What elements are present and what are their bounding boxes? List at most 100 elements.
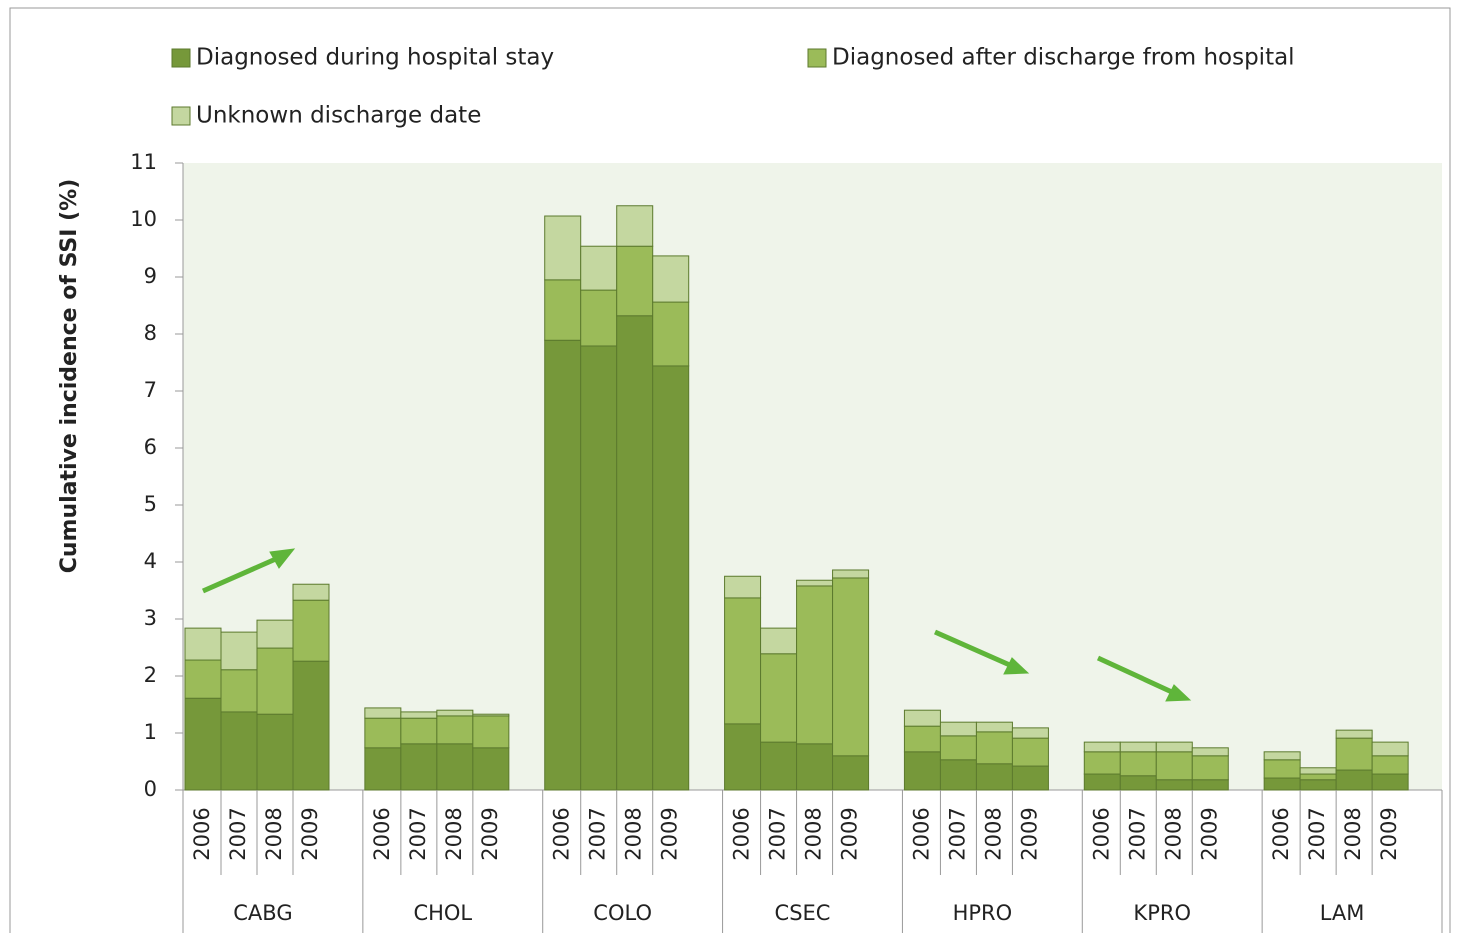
bar-segment — [1299, 767, 1337, 775]
bar-segment — [1299, 779, 1337, 791]
y-tick-label: 4 — [144, 549, 157, 573]
bar-segment — [220, 669, 258, 713]
legend-label: Diagnosed during hospital stay — [196, 45, 554, 71]
group-label: CSEC — [775, 901, 831, 925]
bar-segment — [724, 575, 762, 599]
bar-segment — [292, 660, 330, 791]
group-label: KPRO — [1133, 901, 1191, 925]
bar-segment — [1263, 759, 1301, 779]
x-tick-label: 2009 — [1377, 807, 1401, 860]
x-tick-label: 2007 — [226, 807, 250, 860]
y-tick-label: 8 — [144, 321, 157, 345]
bar-segment — [580, 245, 618, 291]
group-label: LAM — [1320, 901, 1365, 925]
y-tick-label: 0 — [144, 777, 157, 801]
bar-segment — [544, 339, 582, 791]
x-tick-label: 2009 — [478, 807, 502, 860]
trend-arrows — [201, 548, 1192, 702]
arrow-up — [201, 555, 280, 594]
bar-segment — [1371, 755, 1409, 775]
bar-segment — [1083, 751, 1121, 775]
bar-segment — [1335, 737, 1373, 771]
bar-segment — [760, 627, 798, 655]
bar-segment — [184, 627, 222, 661]
bar-segment — [544, 279, 582, 341]
bar-segment — [1335, 769, 1373, 791]
group-label: CHOL — [413, 901, 472, 925]
x-tick-label: 2007 — [1125, 807, 1149, 860]
bar-segment — [436, 743, 474, 791]
legend-swatch — [171, 48, 191, 68]
x-tick-label: 2009 — [1017, 807, 1041, 860]
bar-segment — [1191, 747, 1229, 757]
bar-segment — [1191, 755, 1229, 781]
bar-segment — [256, 713, 294, 791]
bar-segment — [975, 763, 1013, 791]
bar-segment — [1119, 751, 1157, 777]
arrow-head — [1165, 684, 1192, 702]
x-tick-label: 2008 — [1161, 807, 1185, 860]
bar-segment — [724, 597, 762, 725]
bar-segment — [832, 755, 870, 791]
bar-segment — [760, 653, 798, 743]
x-tick-label: 2009 — [1197, 807, 1221, 860]
x-tick-label: 2007 — [586, 807, 610, 860]
x-tick-label: 2008 — [442, 807, 466, 860]
arrow-head — [1003, 657, 1030, 675]
bar-segment — [975, 721, 1013, 733]
bar-segment — [544, 215, 582, 281]
bar-segment — [760, 741, 798, 791]
x-tick-label: 2006 — [1089, 807, 1113, 860]
legend-swatch — [171, 106, 191, 126]
y-tick-label: 1 — [144, 720, 157, 744]
bar-segment — [364, 707, 402, 719]
bar-segment — [292, 583, 330, 601]
y-tick-label: 7 — [144, 378, 157, 402]
bar-segment — [580, 289, 618, 347]
bar-segment — [796, 585, 834, 745]
bar-segment — [724, 723, 762, 791]
x-tick-label: 2008 — [262, 807, 286, 860]
bar-segment — [1011, 737, 1049, 767]
x-tick-label: 2007 — [406, 807, 430, 860]
bar-segment — [256, 647, 294, 715]
bar-segment — [939, 735, 977, 761]
x-tick-label: 2009 — [838, 807, 862, 860]
bar-segment — [1299, 773, 1337, 781]
bar-segment — [939, 759, 977, 791]
bar-segment — [1119, 775, 1157, 791]
x-tick-label: 2008 — [622, 807, 646, 860]
group-label: HPRO — [953, 901, 1013, 925]
y-tick-label: 11 — [130, 150, 157, 174]
bar-segment — [1263, 751, 1301, 761]
bar-segment — [616, 205, 654, 247]
x-tick-label: 2006 — [190, 807, 214, 860]
x-tick-label: 2006 — [730, 807, 754, 860]
bar-segment — [364, 717, 402, 749]
group-label: COLO — [593, 901, 652, 925]
bar-segment — [903, 751, 941, 791]
y-axis-label: Cumulative incidence of SSI (%) — [57, 179, 82, 574]
x-tick-label: 2006 — [370, 807, 394, 860]
bar-segment — [580, 345, 618, 791]
bar-segment — [652, 255, 690, 303]
bar-segment — [436, 715, 474, 745]
bar-segment — [796, 743, 834, 791]
bar-segment — [184, 659, 222, 699]
x-tick-label: 2008 — [981, 807, 1005, 860]
bar-segment — [616, 245, 654, 317]
bar-segment — [1191, 779, 1229, 791]
bar-segment — [256, 619, 294, 649]
y-tick-label: 9 — [144, 264, 157, 288]
y-tick-label: 3 — [144, 606, 157, 630]
bar-segment — [364, 747, 402, 791]
bar-segment — [1119, 741, 1157, 753]
legend-label: Diagnosed after discharge from hospital — [832, 45, 1295, 71]
x-tick-label: 2008 — [802, 807, 826, 860]
bar-segment — [652, 365, 690, 791]
bar-segment — [1155, 741, 1193, 753]
bar-segment — [832, 577, 870, 757]
bar-segment — [472, 747, 510, 791]
bar-segment — [1011, 727, 1049, 739]
